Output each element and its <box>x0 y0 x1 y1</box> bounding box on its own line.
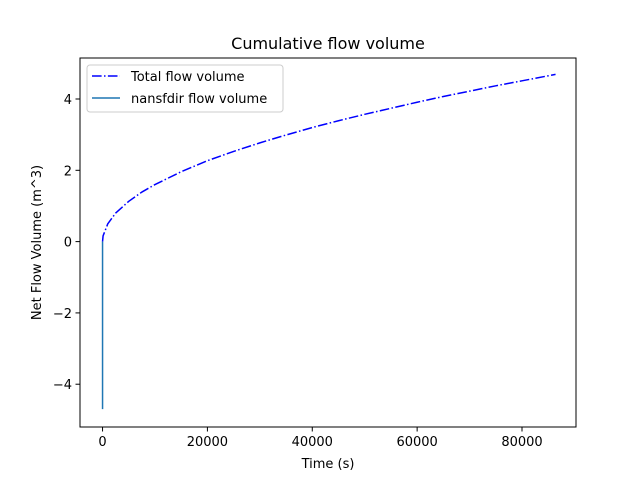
chart-title: Cumulative flow volume <box>231 34 425 53</box>
plot-frame <box>79 57 577 428</box>
y-axis-label: Net Flow Volume (m^3) <box>30 165 45 320</box>
x-tick-label: 80000 <box>501 435 542 450</box>
x-tick-label: 20000 <box>187 435 228 450</box>
legend-label-total-flow-volume: Total flow volume <box>130 70 245 85</box>
y-tick-label: −2 <box>53 307 72 322</box>
legend: Total flow volume nansfdir flow volume <box>86 64 284 113</box>
plot-lines <box>101 73 556 410</box>
x-axis-ticks: 0 20000 40000 60000 80000 <box>98 427 543 450</box>
x-tick-label: 40000 <box>292 435 333 450</box>
x-tick-label: 0 <box>98 435 106 450</box>
y-axis-ticks: −4 −2 0 2 4 <box>53 93 80 393</box>
y-tick-label: 0 <box>64 236 72 251</box>
y-tick-label: 2 <box>64 164 72 179</box>
legend-box <box>86 64 284 113</box>
series-line-total-flow-volume <box>101 73 556 242</box>
x-tick-label: 60000 <box>396 435 437 450</box>
y-tick-label: 4 <box>64 93 72 108</box>
x-axis-label: Time (s) <box>301 457 355 472</box>
y-tick-label: −4 <box>53 378 72 393</box>
legend-label-nansfdir-flow-volume: nansfdir flow volume <box>131 92 267 107</box>
